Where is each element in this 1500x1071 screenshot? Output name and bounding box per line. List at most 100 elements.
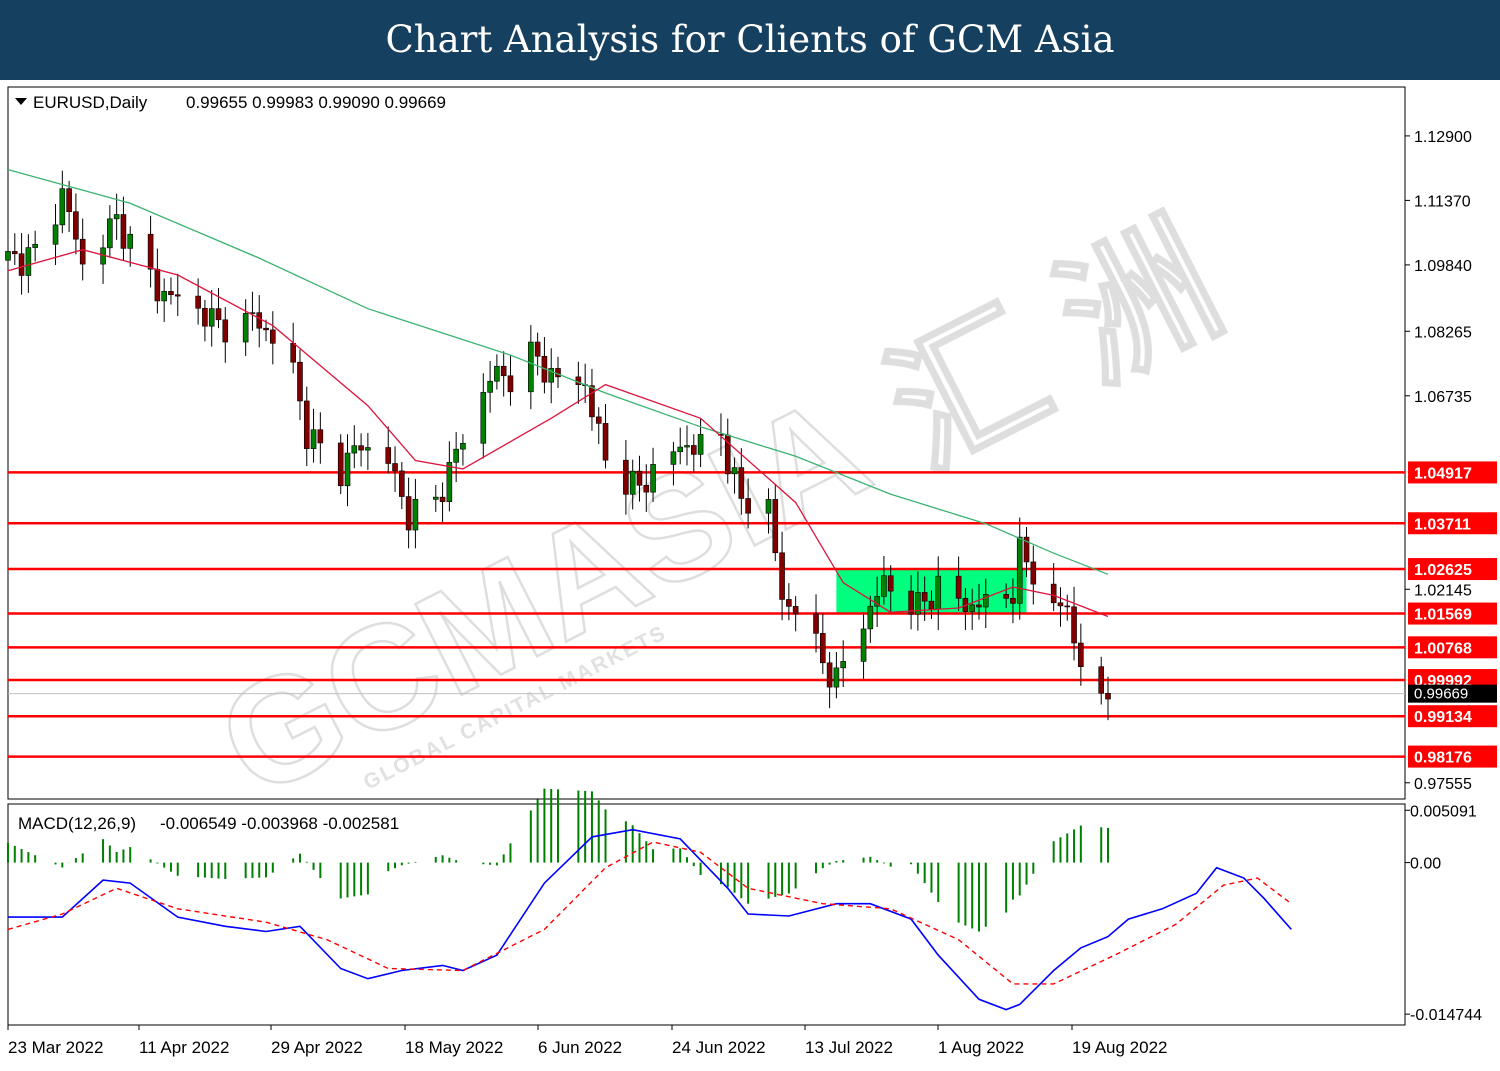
candle — [1016, 517, 1023, 620]
candle-body — [636, 470, 643, 486]
candle — [215, 288, 222, 329]
candle-body — [643, 484, 650, 493]
candle-body — [365, 447, 371, 451]
candle — [1071, 586, 1077, 661]
candle — [684, 425, 690, 466]
candle-body — [826, 662, 833, 688]
candle-body — [1078, 642, 1084, 667]
candle — [602, 404, 609, 469]
candle-body — [113, 214, 120, 220]
candle — [623, 440, 629, 515]
candle — [480, 373, 487, 459]
candle-body — [432, 496, 439, 500]
sma-slow-line — [7, 168, 1109, 575]
candle-body — [500, 365, 507, 377]
candle — [52, 204, 59, 266]
symbol-label: EURUSD,Daily — [33, 93, 148, 112]
candle-body — [833, 667, 840, 688]
candle — [745, 478, 751, 529]
candle — [208, 290, 215, 347]
x-tick-label: 29 Apr 2022 — [271, 1038, 363, 1057]
candle-body — [242, 313, 249, 343]
candle — [955, 556, 962, 611]
candle-body — [147, 233, 154, 270]
candle — [867, 595, 874, 643]
candle — [595, 407, 602, 445]
candle — [1050, 563, 1057, 612]
candle — [392, 446, 398, 492]
candle — [731, 457, 738, 494]
candle-body — [731, 467, 738, 475]
candle — [432, 485, 439, 512]
candle — [358, 433, 364, 467]
candle — [113, 193, 120, 240]
candle-body — [303, 400, 310, 449]
level-tag — [1408, 705, 1497, 728]
candle — [820, 613, 826, 675]
ohlc-values: 0.99655 0.99983 0.99090 0.99669 — [186, 93, 446, 112]
candle-body — [215, 308, 222, 321]
candle — [412, 478, 419, 549]
level-label: 1.02625 — [1414, 562, 1472, 579]
price-tick-label: 1.08265 — [1414, 324, 1472, 341]
macd-label: MACD(12,26,9) — [18, 814, 136, 833]
candle — [528, 325, 534, 410]
current-price-tag — [1408, 684, 1497, 703]
candle — [765, 488, 772, 534]
candle-body — [222, 319, 229, 343]
candle-body — [161, 291, 167, 302]
candle — [453, 432, 459, 483]
dropdown-triangle-icon[interactable] — [15, 98, 27, 105]
current-price-label: 0.99669 — [1414, 686, 1468, 703]
candle — [317, 412, 324, 464]
candle — [650, 447, 656, 502]
sma-fast-line — [7, 249, 1109, 618]
candle — [399, 461, 405, 510]
axis-layer: 1.12900 1.11370 1.09840 1.08265 1.06735 1.021… — [7, 129, 1497, 1057]
candle-body — [684, 445, 690, 448]
candle — [1030, 545, 1037, 605]
candle-body — [385, 447, 392, 464]
x-tick-label: 11 Apr 2022 — [139, 1038, 229, 1057]
candle-body — [358, 445, 364, 451]
level-label: 1.00768 — [1414, 640, 1472, 657]
candle — [840, 640, 846, 688]
signal-line — [7, 841, 1292, 985]
macd-panel[interactable] — [7, 803, 1406, 1026]
candle-body — [528, 341, 534, 393]
candle — [1023, 526, 1030, 578]
candle-body — [738, 467, 745, 499]
candle-body — [860, 628, 867, 662]
level-tag — [1408, 636, 1497, 659]
candle — [833, 651, 840, 699]
candle-body — [297, 361, 303, 402]
candle — [792, 596, 799, 632]
price-tick-label: 0.97555 — [1414, 776, 1472, 793]
candle — [303, 386, 310, 467]
candle-body — [5, 251, 11, 261]
candle — [1010, 578, 1016, 624]
candle — [915, 571, 921, 631]
macd-tick-label: 0.00 — [1410, 856, 1441, 873]
candle — [881, 555, 887, 605]
candle-body — [487, 380, 493, 393]
candle-body — [928, 600, 935, 610]
candle-body — [154, 268, 161, 302]
candle — [887, 565, 894, 612]
candle — [242, 299, 249, 356]
price-layer — [5, 168, 1111, 721]
candle-body — [786, 599, 792, 607]
candle-body — [453, 448, 459, 463]
candle — [548, 348, 555, 404]
candle-body — [908, 590, 914, 615]
level-tag — [1408, 512, 1497, 535]
candle — [5, 243, 11, 282]
candle — [921, 576, 928, 621]
candle-body — [697, 434, 704, 455]
candle-body — [1057, 602, 1064, 607]
candle-body — [955, 575, 962, 599]
candle — [168, 277, 174, 305]
candle-body — [412, 499, 419, 531]
candle-body — [120, 214, 127, 249]
candle — [460, 434, 466, 466]
